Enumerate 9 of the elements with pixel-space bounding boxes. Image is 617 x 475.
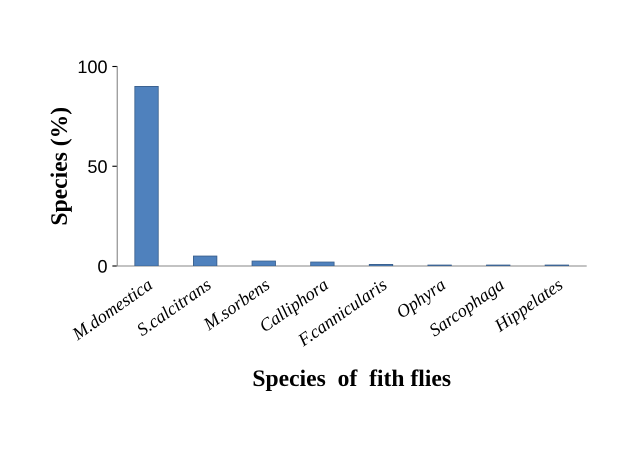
bar xyxy=(252,260,276,266)
x-axis-title: Species of fith flies xyxy=(254,369,450,391)
bar xyxy=(193,256,218,266)
y-tick-label: 0 xyxy=(98,260,107,273)
bar xyxy=(134,86,159,266)
bar xyxy=(310,262,335,266)
y-tick-label: 100 xyxy=(78,60,107,74)
y-axis-title: Species (%) xyxy=(50,108,72,224)
y-tick-label: 50 xyxy=(88,160,107,173)
